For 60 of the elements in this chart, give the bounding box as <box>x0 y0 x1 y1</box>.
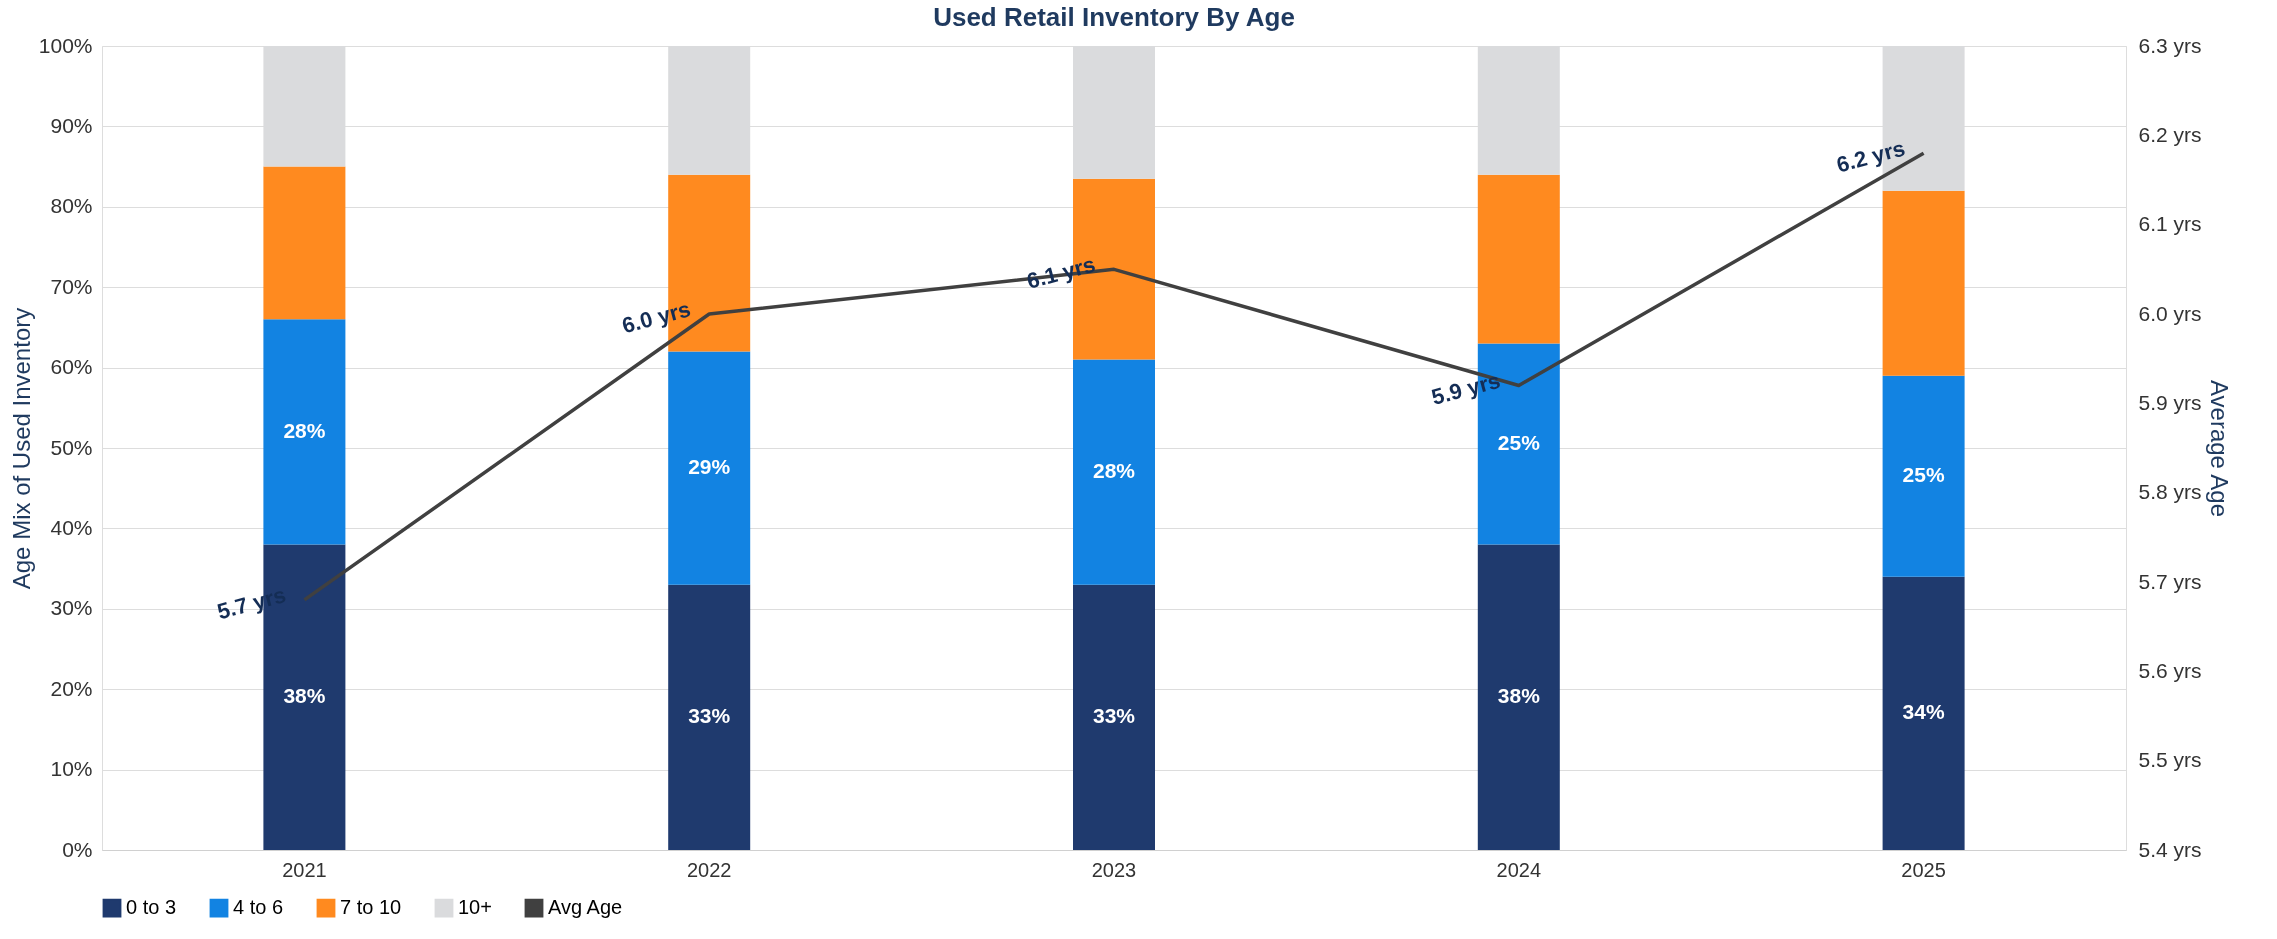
y2-tick-label: 5.6 yrs <box>2138 658 2202 682</box>
data-label: 25% <box>1902 463 1945 487</box>
y2-tick-label: 6.1 yrs <box>2138 212 2202 236</box>
data-label: 6.0 yrs <box>619 296 694 339</box>
bar <box>1073 359 1155 585</box>
y2-tick-label: 6.3 yrs <box>2138 33 2202 57</box>
data-label: 33% <box>1092 704 1136 728</box>
legend-label: 7 to 10 <box>340 896 402 919</box>
legend-label: 10+ <box>458 896 492 919</box>
bar <box>263 319 346 545</box>
bar <box>1882 190 1965 376</box>
y2-axis-title: Average Age <box>2205 379 2233 518</box>
data-label: 38% <box>283 684 326 708</box>
x-tick-label: 2022 <box>686 858 732 881</box>
y-tick-label: 10% <box>50 757 93 781</box>
legend-label: 0 to 3 <box>126 896 177 919</box>
bar <box>1477 544 1560 850</box>
y2-tick-label: 5.9 yrs <box>2138 390 2202 414</box>
y2-tick-label: 5.5 yrs <box>2138 748 2202 772</box>
data-label: 25% <box>1497 430 1541 454</box>
y2-tick-label: 5.4 yrs <box>2138 837 2202 861</box>
data-label: 6.1 yrs <box>1024 251 1098 294</box>
data-label: 5.7 yrs <box>214 582 289 625</box>
y-tick-label: 50% <box>50 435 93 459</box>
data-label: 5.9 yrs <box>1428 367 1503 410</box>
x-tick-label: 2024 <box>1496 858 1542 881</box>
data-label: 6.2 yrs <box>1833 135 1908 178</box>
y-tick-label: 100% <box>38 33 93 57</box>
y-tick-label: 20% <box>50 676 93 700</box>
y-tick-label: 30% <box>50 596 93 620</box>
data-label: 28% <box>283 418 326 442</box>
y-tick-label: 70% <box>50 274 93 298</box>
data-label: 29% <box>688 455 731 479</box>
data-label: 33% <box>688 704 731 728</box>
bar <box>668 584 751 850</box>
y2-tick-label: 5.8 yrs <box>2138 480 2202 504</box>
bar <box>1882 576 1965 850</box>
bar <box>1073 584 1155 850</box>
data-label: 38% <box>1497 684 1541 708</box>
legend-label: 4 to 6 <box>233 896 284 919</box>
x-tick-label: 2025 <box>1901 858 1946 881</box>
y2-tick-label: 6.2 yrs <box>2138 122 2202 146</box>
bar <box>668 351 751 585</box>
data-label: 28% <box>1092 459 1136 483</box>
bar <box>1882 375 1965 577</box>
y-tick-label: 40% <box>50 515 93 539</box>
x-tick-label: 2021 <box>282 858 327 881</box>
legend-label: Avg Age <box>548 896 623 919</box>
bar <box>1477 174 1560 344</box>
bar <box>263 166 346 320</box>
x-tick-label: 2023 <box>1091 858 1137 881</box>
data-label: 34% <box>1902 700 1945 724</box>
y2-tick-label: 5.7 yrs <box>2138 569 2202 593</box>
y-axis-title: Age Mix of Used Inventory <box>7 307 35 590</box>
y-tick-label: 80% <box>50 194 93 218</box>
y-tick-label: 60% <box>50 355 93 379</box>
y-tick-label: 0% <box>62 837 93 861</box>
y2-tick-label: 6.0 yrs <box>2138 301 2202 325</box>
chart-title: Used Retail Inventory By Age <box>933 2 1295 32</box>
y-tick-label: 90% <box>50 113 93 137</box>
